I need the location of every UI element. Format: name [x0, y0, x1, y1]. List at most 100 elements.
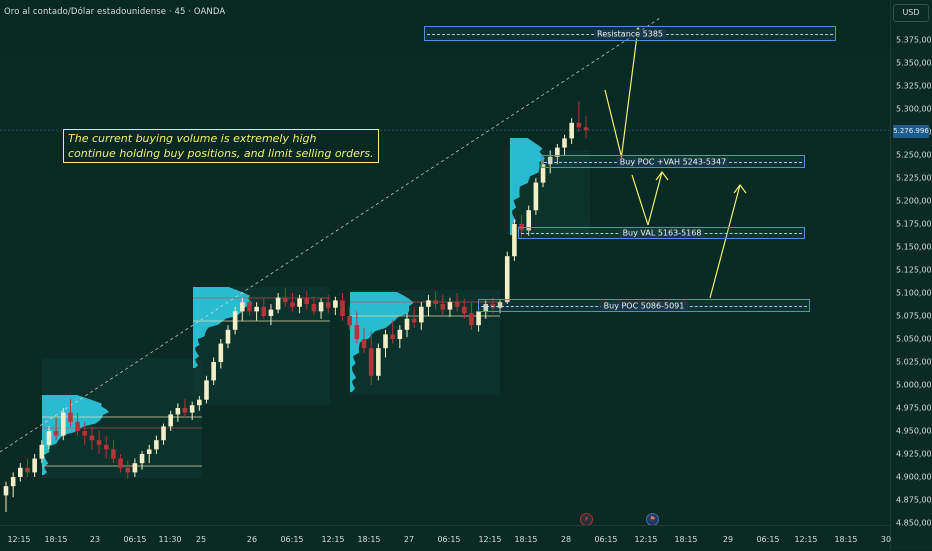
candle-body-4: [32, 458, 37, 473]
annotation-note[interactable]: The current buying volume is extremely h…: [63, 129, 379, 163]
candle-body-40: [290, 302, 295, 307]
candle-body-75: [540, 164, 546, 183]
zone-buy-poc-label: Buy POC 5086-5091: [600, 301, 688, 310]
arrow-head-2: [655, 171, 669, 181]
candle-body-9: [68, 412, 73, 422]
candle-body-5: [39, 444, 45, 459]
candle-body-37: [268, 309, 274, 316]
candle-body-71: [512, 224, 517, 257]
price-tick: 4.875,000: [896, 495, 932, 505]
price-tick: 4.975,000: [896, 403, 932, 413]
price-tick: 4.850,000: [896, 518, 932, 528]
candle-body-73: [526, 210, 532, 231]
candle-body-61: [440, 304, 446, 310]
candle-body-10: [75, 421, 80, 431]
time-tick: 27: [403, 535, 415, 544]
candle-body-52: [376, 348, 381, 376]
candle-body-69: [497, 302, 503, 308]
candle-body-30: [218, 343, 224, 362]
zone-resistance-label: Resistance 5385: [593, 29, 667, 38]
candle-body-70: [504, 256, 510, 303]
candle-body-27: [197, 399, 202, 406]
candle-body-2: [18, 467, 23, 477]
zone-buy-val[interactable]: Buy VAL 5163-5168: [518, 227, 805, 239]
price-axis[interactable]: [890, 0, 932, 550]
time-tick: 18:15: [44, 535, 68, 544]
volume-profile-3: [350, 292, 414, 392]
time-tick: 06:15: [594, 535, 618, 544]
candle-body-63: [454, 302, 460, 307]
candle-body-54: [390, 334, 395, 339]
candle-body-67: [483, 304, 489, 312]
candle-body-21: [154, 440, 159, 450]
zone-buy-poc-vah[interactable]: Buy POC +VAH 5243-5347: [541, 155, 805, 168]
arrow-line-1: [620, 27, 639, 161]
volume-profile-1: [42, 395, 109, 475]
candle-body-28: [204, 380, 209, 400]
candle-body-79: [569, 122, 574, 139]
candle-body-17: [125, 467, 131, 473]
candle-body-46: [333, 300, 338, 308]
candle-body-13: [96, 440, 102, 445]
time-tick: 18:15: [357, 535, 381, 544]
annotation-line-2: continue holding buy positions, and limi…: [68, 147, 374, 160]
candle-body-14: [103, 444, 109, 450]
candle-body-50: [361, 339, 367, 349]
candle-body-44: [318, 302, 324, 312]
time-tick: 25: [195, 535, 207, 544]
candle-body-76: [547, 156, 553, 165]
candle-body-78: [562, 138, 567, 148]
candle-body-80: [576, 122, 582, 128]
time-tick: 06:15: [123, 535, 147, 544]
price-tick: 5.250,000: [896, 150, 932, 160]
time-tick: 18:15: [514, 535, 538, 544]
candle-body-31: [225, 329, 231, 344]
price-tick: 5.050,000: [896, 334, 932, 344]
candle-body-48: [347, 316, 353, 326]
time-tick: 18:15: [834, 535, 858, 544]
candle-body-36: [261, 306, 267, 316]
time-tick: 06:15: [280, 535, 304, 544]
zone-buy-poc-vah-label: Buy POC +VAH 5243-5347: [616, 157, 730, 166]
chart-canvas[interactable]: [0, 0, 890, 525]
currency-selector[interactable]: USD: [893, 4, 929, 22]
candle-body-24: [175, 408, 181, 415]
candle-body-22: [161, 426, 166, 441]
candle-body-60: [433, 300, 438, 305]
time-tick: 26: [246, 535, 258, 544]
candle-body-29: [211, 362, 216, 381]
candle-body-0: [3, 486, 9, 496]
price-tick: 5.200,000: [896, 196, 932, 206]
time-tick: 30: [880, 535, 892, 544]
arrow-line-5: [709, 184, 741, 299]
candle-body-53: [383, 334, 388, 349]
time-tick: 29: [722, 535, 734, 544]
candle-body-19: [139, 454, 145, 464]
candle-body-81: [583, 127, 589, 131]
candle-body-51: [368, 348, 374, 376]
zone-buy-val-label: Buy VAL 5163-5168: [619, 228, 705, 238]
time-tick: 12:15: [794, 535, 818, 544]
zone-resistance[interactable]: Resistance 5385: [424, 26, 836, 41]
time-axis[interactable]: [0, 525, 890, 551]
candle-body-43: [311, 304, 317, 312]
candle-body-39: [282, 297, 288, 303]
zone-buy-poc[interactable]: Buy POC 5086-5091: [478, 299, 810, 312]
price-tick: 5.000,000: [896, 380, 932, 390]
price-tick: 5.300,000: [896, 104, 932, 114]
candle-body-16: [118, 458, 123, 468]
candle-body-26: [189, 405, 195, 413]
candle-body-41: [297, 298, 302, 307]
candle-body-47: [340, 300, 345, 316]
price-tick: 5.125,000: [896, 265, 932, 275]
candle-body-18: [132, 463, 138, 473]
symbol-title[interactable]: Oro al contado/Dólar estadounidense · 45…: [4, 7, 226, 17]
time-tick: 12:15: [634, 535, 658, 544]
price-tick: 4.900,000: [896, 472, 932, 482]
candle-body-23: [168, 414, 173, 427]
price-tick: 5.175,000: [896, 219, 932, 229]
volume-profile-2: [193, 287, 253, 368]
arrow-line-3: [631, 174, 649, 226]
candle-body-3: [25, 467, 30, 473]
price-tick: 5.100,000: [896, 288, 932, 298]
